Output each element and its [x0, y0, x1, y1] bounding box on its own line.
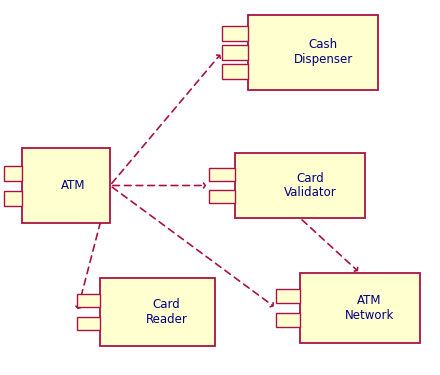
Bar [22, 148, 110, 223]
Text: ATM: ATM [61, 179, 85, 192]
Text: Cash
Dispenser: Cash Dispenser [294, 39, 353, 66]
Bar [4, 165, 22, 180]
Bar [222, 26, 248, 41]
Text: Card
Reader: Card Reader [146, 298, 187, 326]
Bar [77, 294, 100, 307]
Bar [100, 278, 215, 346]
Bar [4, 190, 22, 206]
Bar [276, 290, 300, 303]
Bar [209, 190, 235, 203]
Bar [77, 316, 100, 330]
Bar [222, 64, 248, 79]
Bar [209, 168, 235, 181]
Bar [300, 273, 420, 343]
Bar [235, 153, 365, 218]
Text: Card
Validator: Card Validator [284, 171, 337, 200]
Bar [222, 45, 248, 60]
Bar [276, 313, 300, 327]
Text: ATM
Network: ATM Network [345, 294, 394, 322]
Bar [248, 15, 378, 90]
